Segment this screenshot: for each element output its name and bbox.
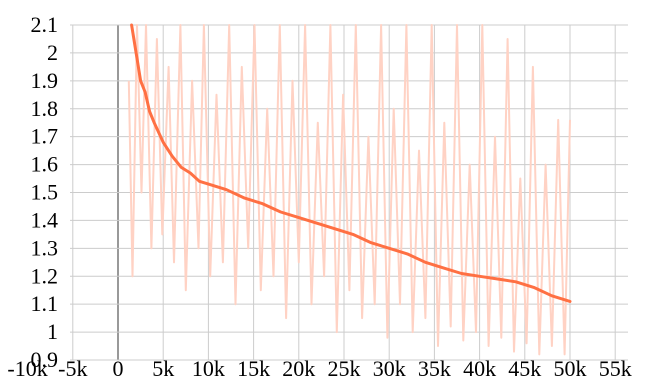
smoothed-series — [130, 23, 572, 303]
raw-series-line — [127, 24, 571, 356]
y-tick-label: 1.5 — [31, 180, 59, 205]
y-tick-label: 0.9 — [31, 347, 59, 372]
y-tick-label: 1.2 — [31, 263, 59, 288]
y-tick-label: 1.1 — [31, 291, 59, 316]
x-tick-label: 50k — [554, 356, 587, 381]
x-tick-label: 45k — [508, 356, 541, 381]
x-tick-label: 40k — [463, 356, 496, 381]
x-tick-label: 0 — [113, 356, 124, 381]
x-tick-label: 5k — [152, 356, 174, 381]
y-tick-label: 1.8 — [31, 96, 59, 121]
y-axis-ticks: 0.9 1 1.1 1.2 1.3 1.41.5 1.6 1.7 1.8 1.9 2 2.1 — [31, 12, 59, 372]
x-tick-label: -5k — [58, 356, 87, 381]
x-tick-label: 35k — [418, 356, 451, 381]
x-tick-label: 55k — [599, 356, 632, 381]
y-tick-label: 1 — [47, 319, 58, 344]
x-tick-label: 25k — [328, 356, 361, 381]
x-tick-label: 30k — [373, 356, 406, 381]
y-tick-label: 2 — [47, 40, 58, 65]
y-tick-label: 1.9 — [31, 68, 59, 93]
y-tick-label: 1.6 — [31, 152, 59, 177]
y-tick-label: 2.1 — [31, 12, 59, 37]
x-tick-label: 10k — [192, 356, 225, 381]
y-tick-label: 1.4 — [31, 207, 59, 232]
y-tick-label: 1.3 — [31, 235, 59, 260]
x-tick-label: 20k — [282, 356, 315, 381]
x-tick-label: -10k — [7, 356, 47, 381]
x-axis-ticks: -10k -5k 0 5k 10k 15k 20k 25k 30k 35k 40k 45k 50k 55k — [7, 356, 631, 381]
x-tick-label: 15k — [237, 356, 270, 381]
smoothed-series-line — [130, 23, 572, 303]
raw-series — [127, 24, 571, 356]
y-tick-label: 1.7 — [31, 124, 59, 149]
